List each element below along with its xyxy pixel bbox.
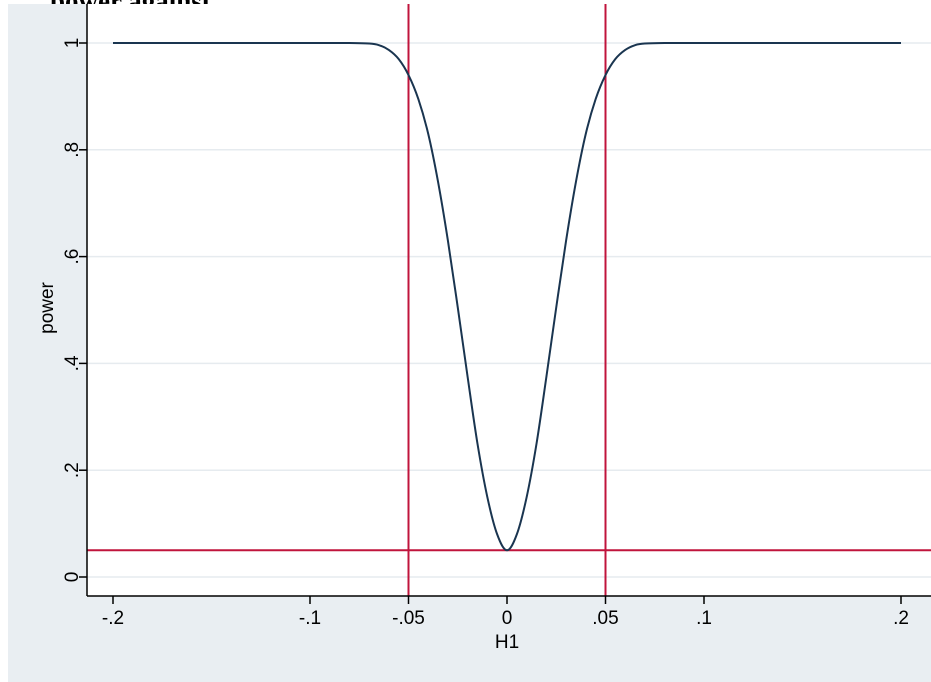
x-tick-label-1: -.1 [299,608,321,629]
y-tick-label-3: .6 [62,249,83,265]
x-tick-label-2: -.05 [392,608,425,629]
y-axis-title: power [37,281,58,333]
x-axis-title: H1 [495,632,519,653]
y-tick-label-4: .8 [62,142,83,158]
axes: -.2 -.1 -.05 0 .05 .1 .2 0 .2 .4 .6 .8 1 [62,4,931,629]
power-curve-0 [112,41,901,552]
x-tick-label-4: .05 [592,608,618,629]
x-tick-label-3: 0 [502,608,513,629]
x-tick-label-5: .1 [696,608,712,629]
series-layer [112,41,901,552]
x-tick-label-0: -.2 [102,608,124,629]
y-tick-label-0: 0 [62,572,83,583]
plot-area [87,4,931,596]
y-tick-label-2: .4 [62,355,83,371]
x-tick-label-6: .2 [893,608,909,629]
y-tick-label-1: .2 [62,462,83,478]
y-tick-label-5: 1 [62,38,83,49]
